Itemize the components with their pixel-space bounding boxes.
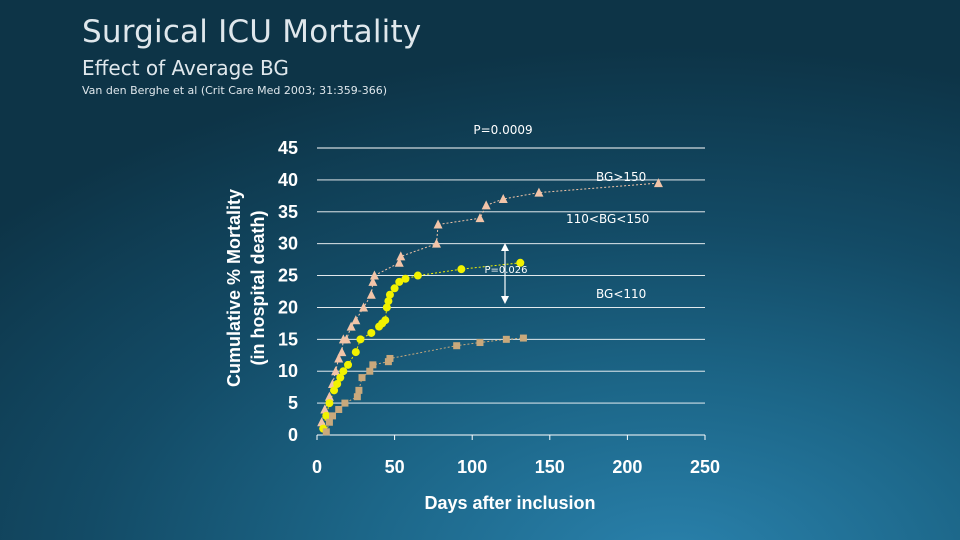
series-label-bg-high: BG>150 bbox=[596, 170, 646, 184]
data-point-2-6 bbox=[355, 386, 363, 394]
data-point-1-2 bbox=[325, 399, 334, 408]
data-point-0-2 bbox=[324, 391, 334, 401]
data-point-0-1 bbox=[320, 404, 330, 414]
y-tick-label-0: 0 bbox=[288, 425, 298, 445]
data-point-0-23 bbox=[653, 178, 663, 188]
series-line-1 bbox=[322, 262, 521, 429]
data-point-1-13 bbox=[381, 316, 390, 325]
data-point-1-3 bbox=[330, 386, 339, 395]
data-point-0-6 bbox=[337, 347, 347, 357]
data-point-1-8 bbox=[351, 348, 360, 357]
slide-title: Surgical ICU Mortality bbox=[82, 14, 422, 50]
x-tick-label-200: 200 bbox=[612, 457, 642, 477]
data-point-0-21 bbox=[498, 194, 508, 204]
data-point-0-15 bbox=[394, 257, 404, 267]
data-point-2-9 bbox=[369, 361, 377, 369]
data-point-0-9 bbox=[346, 321, 356, 331]
series-label-bg-mid: 110<BG<150 bbox=[566, 212, 649, 226]
data-point-1-15 bbox=[384, 297, 393, 306]
data-point-1-22 bbox=[516, 258, 525, 267]
y-tick-label-5: 5 bbox=[288, 393, 298, 413]
y-tick-label-10: 10 bbox=[278, 361, 298, 381]
data-point-0-5 bbox=[334, 353, 344, 363]
series-markers bbox=[317, 178, 663, 436]
data-point-1-17 bbox=[390, 284, 399, 293]
data-point-1-14 bbox=[382, 303, 391, 312]
data-point-0-4 bbox=[331, 366, 341, 376]
data-point-1-9 bbox=[356, 335, 365, 344]
p-value-pair: P=0.026 bbox=[484, 265, 527, 276]
data-point-0-18 bbox=[433, 219, 443, 229]
x-tick-label-100: 100 bbox=[457, 457, 487, 477]
data-point-1-7 bbox=[344, 360, 353, 369]
x-tick-label-0: 0 bbox=[312, 457, 322, 477]
data-point-2-15 bbox=[519, 334, 527, 342]
data-point-1-1 bbox=[322, 411, 331, 420]
y-tick-label-15: 15 bbox=[278, 329, 298, 349]
data-point-0-16 bbox=[396, 251, 406, 261]
data-point-0-11 bbox=[359, 302, 369, 312]
data-point-1-21 bbox=[457, 265, 466, 274]
data-point-0-10 bbox=[351, 315, 361, 325]
x-tick-label-250: 250 bbox=[690, 457, 720, 477]
p-value-overall: P=0.0009 bbox=[473, 123, 532, 137]
data-point-2-2 bbox=[329, 412, 337, 420]
data-point-0-19 bbox=[475, 213, 485, 223]
slide-subtitle: Effect of Average BG bbox=[82, 56, 289, 80]
x-tick-label-50: 50 bbox=[385, 457, 405, 477]
data-point-1-16 bbox=[385, 290, 394, 299]
y-tick-label-20: 20 bbox=[278, 297, 298, 317]
chart-axes: 0 5 10 15 20 25 30 35 40 45 0 50 100 150 200 250 bbox=[278, 138, 720, 477]
y-tick-label-35: 35 bbox=[278, 202, 298, 222]
data-point-2-0 bbox=[322, 428, 330, 436]
x-tick-label-150: 150 bbox=[535, 457, 565, 477]
data-point-1-6 bbox=[339, 367, 348, 376]
data-point-1-4 bbox=[333, 379, 342, 388]
data-point-1-20 bbox=[413, 271, 422, 280]
data-point-2-11 bbox=[386, 354, 394, 362]
data-point-0-20 bbox=[481, 200, 491, 210]
series-label-bg-low: BG<110 bbox=[596, 287, 646, 301]
data-point-0-12 bbox=[366, 289, 376, 299]
data-point-1-18 bbox=[395, 277, 404, 286]
x-axis-title: Days after inclusion bbox=[424, 493, 595, 513]
data-point-2-12 bbox=[453, 342, 461, 350]
y-tick-label-25: 25 bbox=[278, 266, 298, 286]
data-point-1-10 bbox=[367, 328, 376, 337]
data-point-2-3 bbox=[335, 405, 343, 413]
data-point-2-4 bbox=[341, 399, 349, 407]
data-point-0-13 bbox=[368, 276, 378, 286]
data-point-0-8 bbox=[341, 334, 351, 344]
y-axis-title-line1: Cumulative % Mortality bbox=[224, 189, 244, 387]
y-tick-label-30: 30 bbox=[278, 234, 298, 254]
data-point-2-5 bbox=[353, 393, 361, 401]
data-point-0-22 bbox=[534, 187, 544, 197]
y-axis-title-line2: (in hospital death) bbox=[248, 210, 268, 365]
data-point-2-1 bbox=[325, 418, 333, 426]
data-point-2-8 bbox=[366, 367, 374, 375]
comparison-arrow bbox=[501, 243, 509, 304]
y-tick-label-40: 40 bbox=[278, 170, 298, 190]
data-point-1-5 bbox=[336, 373, 345, 382]
data-point-0-0 bbox=[317, 417, 327, 427]
data-point-2-7 bbox=[358, 374, 366, 382]
data-point-2-14 bbox=[502, 335, 510, 343]
chart-grid bbox=[317, 147, 705, 404]
data-point-0-17 bbox=[432, 238, 442, 248]
data-point-0-14 bbox=[369, 270, 379, 280]
y-tick-label-45: 45 bbox=[278, 138, 298, 158]
citation: Van den Berghe et al (Crit Care Med 2003… bbox=[82, 84, 388, 97]
data-point-2-13 bbox=[476, 339, 484, 347]
data-point-1-19 bbox=[401, 274, 410, 283]
